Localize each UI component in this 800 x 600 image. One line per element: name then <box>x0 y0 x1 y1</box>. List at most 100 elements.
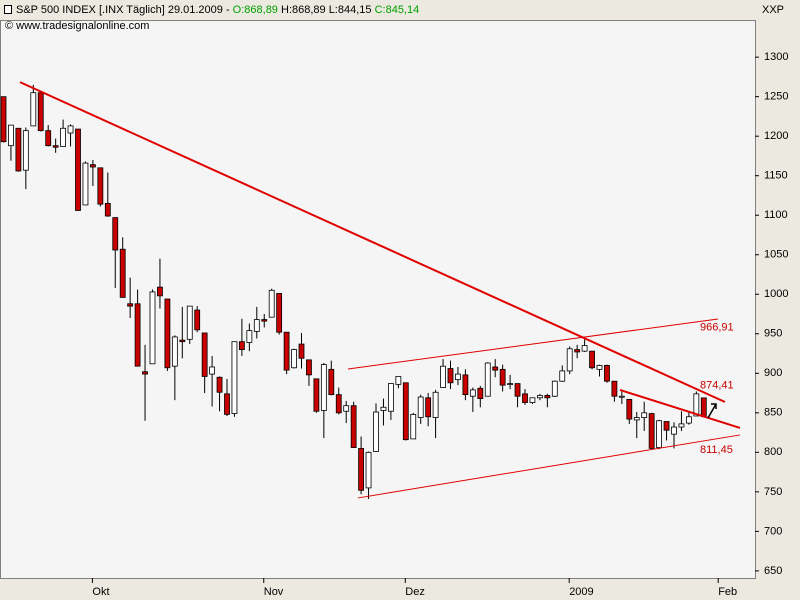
candle-body <box>373 411 379 452</box>
candle-body <box>700 397 707 418</box>
candle-body <box>693 393 700 417</box>
candle-body <box>358 447 365 491</box>
header-text: H:868,89 L:844,15 <box>278 4 375 16</box>
candle-body <box>224 393 230 415</box>
candle-body <box>380 406 387 411</box>
candle-body <box>514 383 521 397</box>
candle-body <box>231 341 238 415</box>
candle-body <box>455 373 461 381</box>
source: © www.tradesignalonline.com <box>5 20 149 32</box>
chart-header: S&P 500 INDEX [.INX Täglich] 29.01.2009 … <box>16 4 419 16</box>
candle-body <box>425 397 432 418</box>
y-tick-label: 1000 <box>764 288 788 300</box>
candle-body <box>8 124 14 147</box>
header-close: C:845,14 <box>375 4 420 16</box>
candle-body <box>268 289 275 318</box>
candle-body <box>492 366 499 371</box>
candle-body <box>149 291 156 365</box>
candle-body <box>365 451 372 489</box>
candle-body <box>611 380 618 397</box>
y-tick-label: 850 <box>764 407 782 419</box>
candle-body <box>648 413 655 449</box>
candle-body <box>335 394 342 414</box>
candle-body <box>0 96 7 143</box>
candle-body <box>440 365 446 388</box>
y-tick-label: 1300 <box>764 51 788 63</box>
candle-body <box>671 426 677 435</box>
candle-body <box>559 370 566 382</box>
candle-body <box>209 366 216 375</box>
candle-body <box>104 202 111 217</box>
candle-body <box>574 349 581 353</box>
y-tick-label: 800 <box>764 446 782 458</box>
candle-body <box>402 382 409 441</box>
y-tick-label: 650 <box>764 565 782 577</box>
candle-body <box>238 341 245 350</box>
candle-body <box>142 371 148 375</box>
candle-body <box>678 423 685 428</box>
annotation: 811,45 <box>700 444 733 456</box>
candle-body <box>641 412 648 418</box>
header-icon <box>4 5 12 14</box>
candle-body <box>37 92 44 132</box>
candle-body <box>134 303 141 367</box>
candle-body <box>387 383 394 412</box>
trend-line <box>19 81 726 403</box>
y-tick-label: 1200 <box>764 130 788 142</box>
candle-body <box>291 349 297 369</box>
candle-body <box>529 397 536 403</box>
candle-body <box>52 145 59 148</box>
corner-label: XXP <box>762 4 784 16</box>
candle-body <box>320 364 327 411</box>
x-tick-label: 2009 <box>569 586 593 598</box>
candle-body <box>484 362 491 397</box>
candle-body <box>581 345 588 352</box>
candle-body <box>67 125 74 134</box>
candle-body <box>194 309 201 331</box>
candle-body <box>75 128 81 211</box>
header-text: S&P 500 INDEX [.INX Täglich] 29.01.2009 … <box>16 4 233 16</box>
candle-body <box>306 359 312 376</box>
candle-body <box>633 417 640 421</box>
x-tick-label: Okt <box>92 586 109 598</box>
candle-body <box>462 374 469 396</box>
candle-body <box>186 305 193 340</box>
candle-body <box>604 364 610 382</box>
candle-body <box>201 332 208 377</box>
candle-body <box>544 395 551 399</box>
y-tick-label: 700 <box>764 525 782 537</box>
candle-body <box>179 339 186 343</box>
trend-line <box>619 389 741 429</box>
y-tick-label: 950 <box>764 328 782 340</box>
candle-body <box>589 350 595 369</box>
candle-body <box>164 298 171 369</box>
header-open: O:868,89 <box>233 4 278 16</box>
candle-body <box>45 130 52 147</box>
y-tick-label: 1100 <box>764 209 788 221</box>
candle-body <box>90 164 96 168</box>
candle-body <box>343 405 350 412</box>
candle-body <box>119 248 126 298</box>
candle-body <box>537 395 543 399</box>
candle-body <box>313 378 320 412</box>
candle-body <box>551 380 558 397</box>
candle-body <box>171 336 178 367</box>
candle-body <box>410 413 417 440</box>
candle-body <box>157 286 163 297</box>
annotation: 874,41 <box>700 379 734 391</box>
candle-body <box>499 368 506 386</box>
y-tick-label: 1050 <box>764 249 788 261</box>
candle-body <box>82 162 89 206</box>
candle-body <box>15 127 22 172</box>
candle-body <box>276 293 283 333</box>
y-tick-label: 750 <box>764 486 782 498</box>
candle-body <box>22 130 29 171</box>
x-tick-label: Nov <box>264 586 284 598</box>
candle-body <box>97 167 104 205</box>
candle-body <box>328 368 335 396</box>
candle-body <box>261 319 268 322</box>
candle-body <box>656 420 662 448</box>
candle-body <box>447 368 454 384</box>
